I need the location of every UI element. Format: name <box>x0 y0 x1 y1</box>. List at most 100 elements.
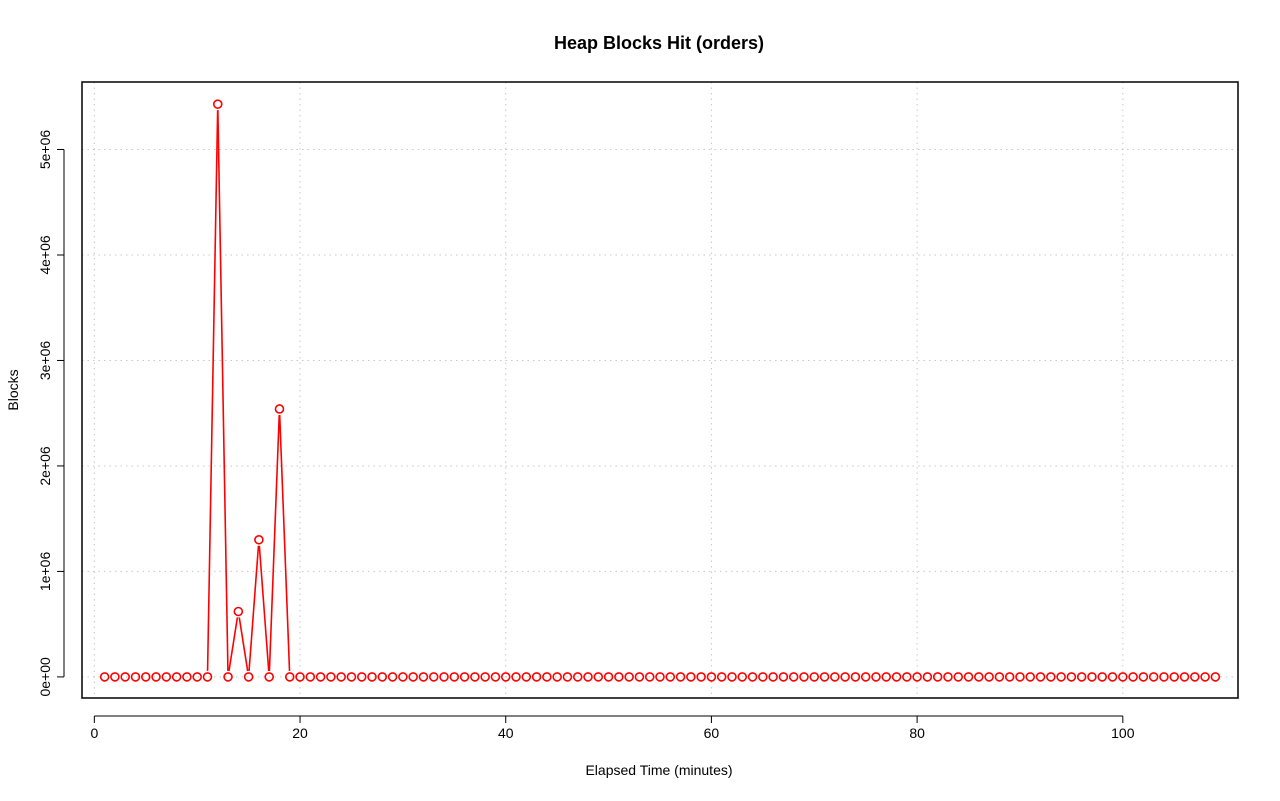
data-point <box>151 672 161 682</box>
data-point <box>1066 672 1077 682</box>
data-point <box>696 672 706 682</box>
data-point <box>161 672 172 682</box>
data-point <box>984 672 994 682</box>
data-point <box>500 672 511 682</box>
data-point <box>1179 672 1190 682</box>
data-point <box>932 672 943 682</box>
data-point <box>912 672 922 682</box>
series-segment <box>248 545 260 671</box>
data-point <box>706 672 717 682</box>
data-point <box>922 672 933 682</box>
data-point <box>675 672 686 682</box>
grid-lines <box>82 82 1238 698</box>
data-point <box>418 672 429 682</box>
data-point <box>408 672 418 682</box>
x-tick-label: 100 <box>1111 725 1135 741</box>
data-point <box>974 672 984 682</box>
y-tick-label: 1e+06 <box>37 552 53 592</box>
data-point <box>470 672 480 682</box>
data-point <box>377 672 388 682</box>
data-point <box>994 672 1005 682</box>
data-point <box>192 672 202 682</box>
data-point <box>624 672 634 682</box>
data-point <box>1056 672 1066 682</box>
data-point <box>1087 672 1097 682</box>
series-points <box>99 99 1221 682</box>
data-point <box>665 672 676 682</box>
data-point <box>778 672 789 682</box>
data-point <box>439 672 449 682</box>
data-point <box>686 672 696 682</box>
data-point <box>850 672 861 682</box>
data-point <box>830 672 840 682</box>
data-point <box>1210 672 1221 682</box>
x-tick-label: 80 <box>909 725 925 741</box>
data-point <box>274 404 285 414</box>
data-point <box>449 672 460 682</box>
data-point <box>254 534 264 545</box>
data-point <box>1015 672 1025 682</box>
data-point <box>1148 672 1159 682</box>
y-tick-label: 4e+06 <box>37 235 53 275</box>
data-point <box>634 672 645 682</box>
data-point <box>552 672 562 682</box>
data-point <box>747 672 758 682</box>
y-tick-label: 3e+06 <box>37 341 53 381</box>
data-point <box>1118 672 1128 682</box>
data-point <box>130 672 141 682</box>
data-point <box>727 672 737 682</box>
data-point <box>521 672 532 682</box>
data-point <box>819 672 830 682</box>
data-point <box>264 672 274 682</box>
data-point <box>284 672 295 682</box>
plot-frame <box>81 81 1239 699</box>
data-point <box>768 672 778 682</box>
data-point <box>511 672 521 682</box>
data-point <box>398 672 408 682</box>
data-point <box>1035 672 1046 682</box>
data-point <box>326 672 336 682</box>
x-tick-label: 20 <box>292 725 308 741</box>
data-point <box>860 672 871 682</box>
data-point <box>902 672 912 682</box>
data-point <box>315 672 326 682</box>
data-point <box>871 672 881 682</box>
data-point <box>1004 672 1015 682</box>
data-point <box>788 672 799 682</box>
x-axis: 0 20 40 60 80 100 <box>90 715 1135 741</box>
data-point <box>737 672 748 682</box>
data-point <box>758 672 768 682</box>
y-tick-label: 2e+06 <box>37 446 53 486</box>
x-axis-label: Elapsed Time (minutes) <box>585 762 732 778</box>
data-point <box>336 672 346 682</box>
data-point <box>593 672 604 682</box>
chart-title: Heap Blocks Hit (orders) <box>554 33 764 53</box>
data-point <box>1128 672 1138 682</box>
data-point <box>953 672 964 682</box>
data-point <box>716 672 727 682</box>
data-point <box>202 672 213 682</box>
series-segment <box>258 545 270 671</box>
series-segment <box>268 414 281 671</box>
data-point <box>356 672 367 682</box>
data-point <box>480 672 490 682</box>
data-point <box>212 99 223 109</box>
x-tick-label: 40 <box>498 725 514 741</box>
data-point <box>572 672 583 682</box>
series-line <box>206 110 291 672</box>
data-point <box>799 672 809 682</box>
series-segment <box>278 414 291 671</box>
data-point <box>182 672 192 682</box>
data-point <box>891 672 902 682</box>
series-segment <box>238 617 249 672</box>
data-point <box>110 672 120 682</box>
y-tick-label: 5e+06 <box>37 130 53 170</box>
data-point <box>1159 672 1169 682</box>
data-point <box>531 672 542 682</box>
data-point <box>367 672 377 682</box>
y-axis-label: Blocks <box>5 369 21 410</box>
data-point <box>603 672 614 682</box>
data-point <box>99 672 110 682</box>
